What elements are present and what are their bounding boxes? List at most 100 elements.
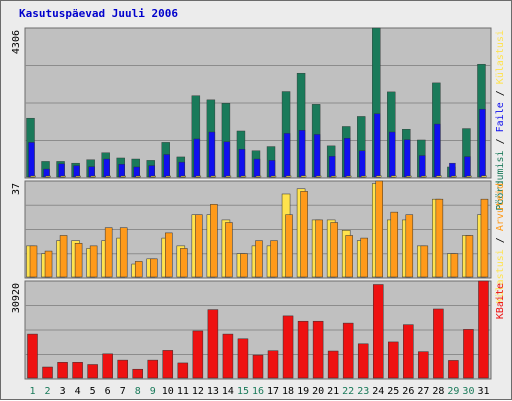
bar-visits bbox=[105, 175, 111, 178]
day-label: 24 bbox=[372, 386, 384, 397]
bar-kbytes bbox=[433, 308, 444, 379]
bar-visits bbox=[451, 175, 457, 178]
bar-kbytes bbox=[312, 320, 324, 379]
bar-kbytes bbox=[237, 338, 249, 379]
bar-files bbox=[343, 138, 351, 178]
bar-kbytes bbox=[177, 362, 189, 379]
bar-visits bbox=[210, 175, 217, 178]
bar-visits bbox=[391, 175, 397, 178]
bar-files bbox=[223, 141, 231, 178]
bar-files bbox=[404, 139, 411, 178]
bar-hosts bbox=[119, 227, 128, 278]
bar-files bbox=[193, 138, 201, 178]
bar-visits bbox=[75, 175, 81, 178]
bar-visits bbox=[225, 175, 232, 178]
bar-files bbox=[133, 166, 140, 178]
day-label: 28 bbox=[432, 386, 444, 397]
bar-kbytes bbox=[463, 329, 474, 379]
panel-requests-legend-label: Pöördumisi / Faile / Külastusi bbox=[495, 30, 506, 211]
bar-files bbox=[434, 123, 441, 178]
bar-visits bbox=[330, 175, 337, 178]
legend-text: KBaite bbox=[495, 283, 506, 319]
bar-visits bbox=[195, 175, 202, 178]
bar-visits bbox=[120, 175, 126, 178]
bar-visits bbox=[45, 175, 51, 178]
bar-visits bbox=[466, 175, 472, 178]
panel-requests-ymax-label: 4306 bbox=[11, 30, 22, 54]
bar-hosts bbox=[104, 227, 113, 278]
panel-kbytes-ymax-label: 30920 bbox=[11, 283, 22, 313]
bar-kbytes bbox=[388, 341, 399, 379]
day-label: 31 bbox=[477, 386, 489, 397]
panel-visits-ymax-label: 37 bbox=[11, 183, 22, 195]
bar-kbytes bbox=[403, 324, 414, 379]
bar-visits bbox=[345, 175, 352, 178]
day-label: 30 bbox=[462, 386, 474, 397]
bar-kbytes bbox=[57, 362, 68, 379]
bar-kbytes bbox=[418, 351, 429, 379]
bar-files bbox=[58, 163, 65, 178]
bar-kbytes bbox=[327, 350, 339, 379]
day-label: 5 bbox=[90, 386, 96, 397]
bar-kbytes bbox=[207, 309, 219, 379]
day-label: 20 bbox=[312, 386, 324, 397]
bar-hosts bbox=[285, 214, 293, 278]
day-label: 1 bbox=[30, 386, 36, 397]
bar-files bbox=[88, 166, 95, 178]
bar-hosts bbox=[420, 245, 429, 278]
bar-files bbox=[163, 154, 170, 178]
bar-kbytes bbox=[117, 359, 128, 379]
bar-hosts bbox=[44, 250, 53, 278]
day-label: 15 bbox=[237, 386, 249, 397]
bar-files bbox=[298, 130, 306, 178]
bar-hosts bbox=[330, 222, 338, 278]
day-label: 21 bbox=[327, 386, 339, 397]
bar-files bbox=[73, 165, 80, 178]
day-label: 29 bbox=[447, 386, 459, 397]
bar-hosts bbox=[300, 191, 308, 278]
bar-kbytes bbox=[222, 333, 234, 379]
bar-files bbox=[389, 131, 396, 178]
chart-title: Kasutuspäevad Juuli 2006 bbox=[19, 7, 178, 20]
bar-visits bbox=[90, 175, 96, 178]
bar-kbytes bbox=[478, 280, 489, 379]
bar-kbytes bbox=[448, 360, 459, 379]
bar-hosts bbox=[450, 253, 459, 278]
bar-files bbox=[374, 113, 381, 178]
bar-hosts bbox=[390, 211, 399, 278]
bar-files bbox=[313, 134, 321, 178]
bar-files bbox=[283, 133, 291, 178]
bar-visits bbox=[60, 175, 66, 178]
bar-hosts bbox=[435, 198, 444, 278]
day-label: 12 bbox=[192, 386, 204, 397]
bar-files bbox=[28, 142, 35, 178]
day-label: 10 bbox=[162, 386, 174, 397]
day-label: 27 bbox=[417, 386, 429, 397]
bar-visits bbox=[361, 175, 367, 178]
bar-visits bbox=[315, 175, 322, 178]
bar-visits bbox=[180, 175, 187, 178]
bar-visits bbox=[406, 175, 412, 178]
bar-files bbox=[253, 158, 261, 178]
day-label: 2 bbox=[45, 386, 51, 397]
bar-visits bbox=[240, 175, 247, 178]
bar-files bbox=[103, 158, 110, 178]
day-label: 23 bbox=[357, 386, 369, 397]
legend-text: Arvuteid bbox=[495, 183, 506, 231]
legend-text: Külastusi bbox=[495, 30, 506, 84]
bar-kbytes bbox=[102, 353, 113, 379]
panel-kbytes-legend-label: KBaite bbox=[495, 283, 506, 319]
day-label: 3 bbox=[60, 386, 66, 397]
bar-hosts bbox=[240, 253, 248, 278]
bar-hosts bbox=[270, 240, 278, 278]
bar-visits bbox=[421, 175, 427, 178]
bar-files bbox=[208, 131, 216, 178]
bar-files bbox=[118, 163, 125, 178]
bar-kbytes bbox=[42, 366, 53, 379]
bar-hosts bbox=[255, 240, 263, 278]
bar-kbytes bbox=[72, 362, 83, 379]
bar-files bbox=[328, 156, 336, 178]
bar-kbytes bbox=[147, 359, 159, 379]
